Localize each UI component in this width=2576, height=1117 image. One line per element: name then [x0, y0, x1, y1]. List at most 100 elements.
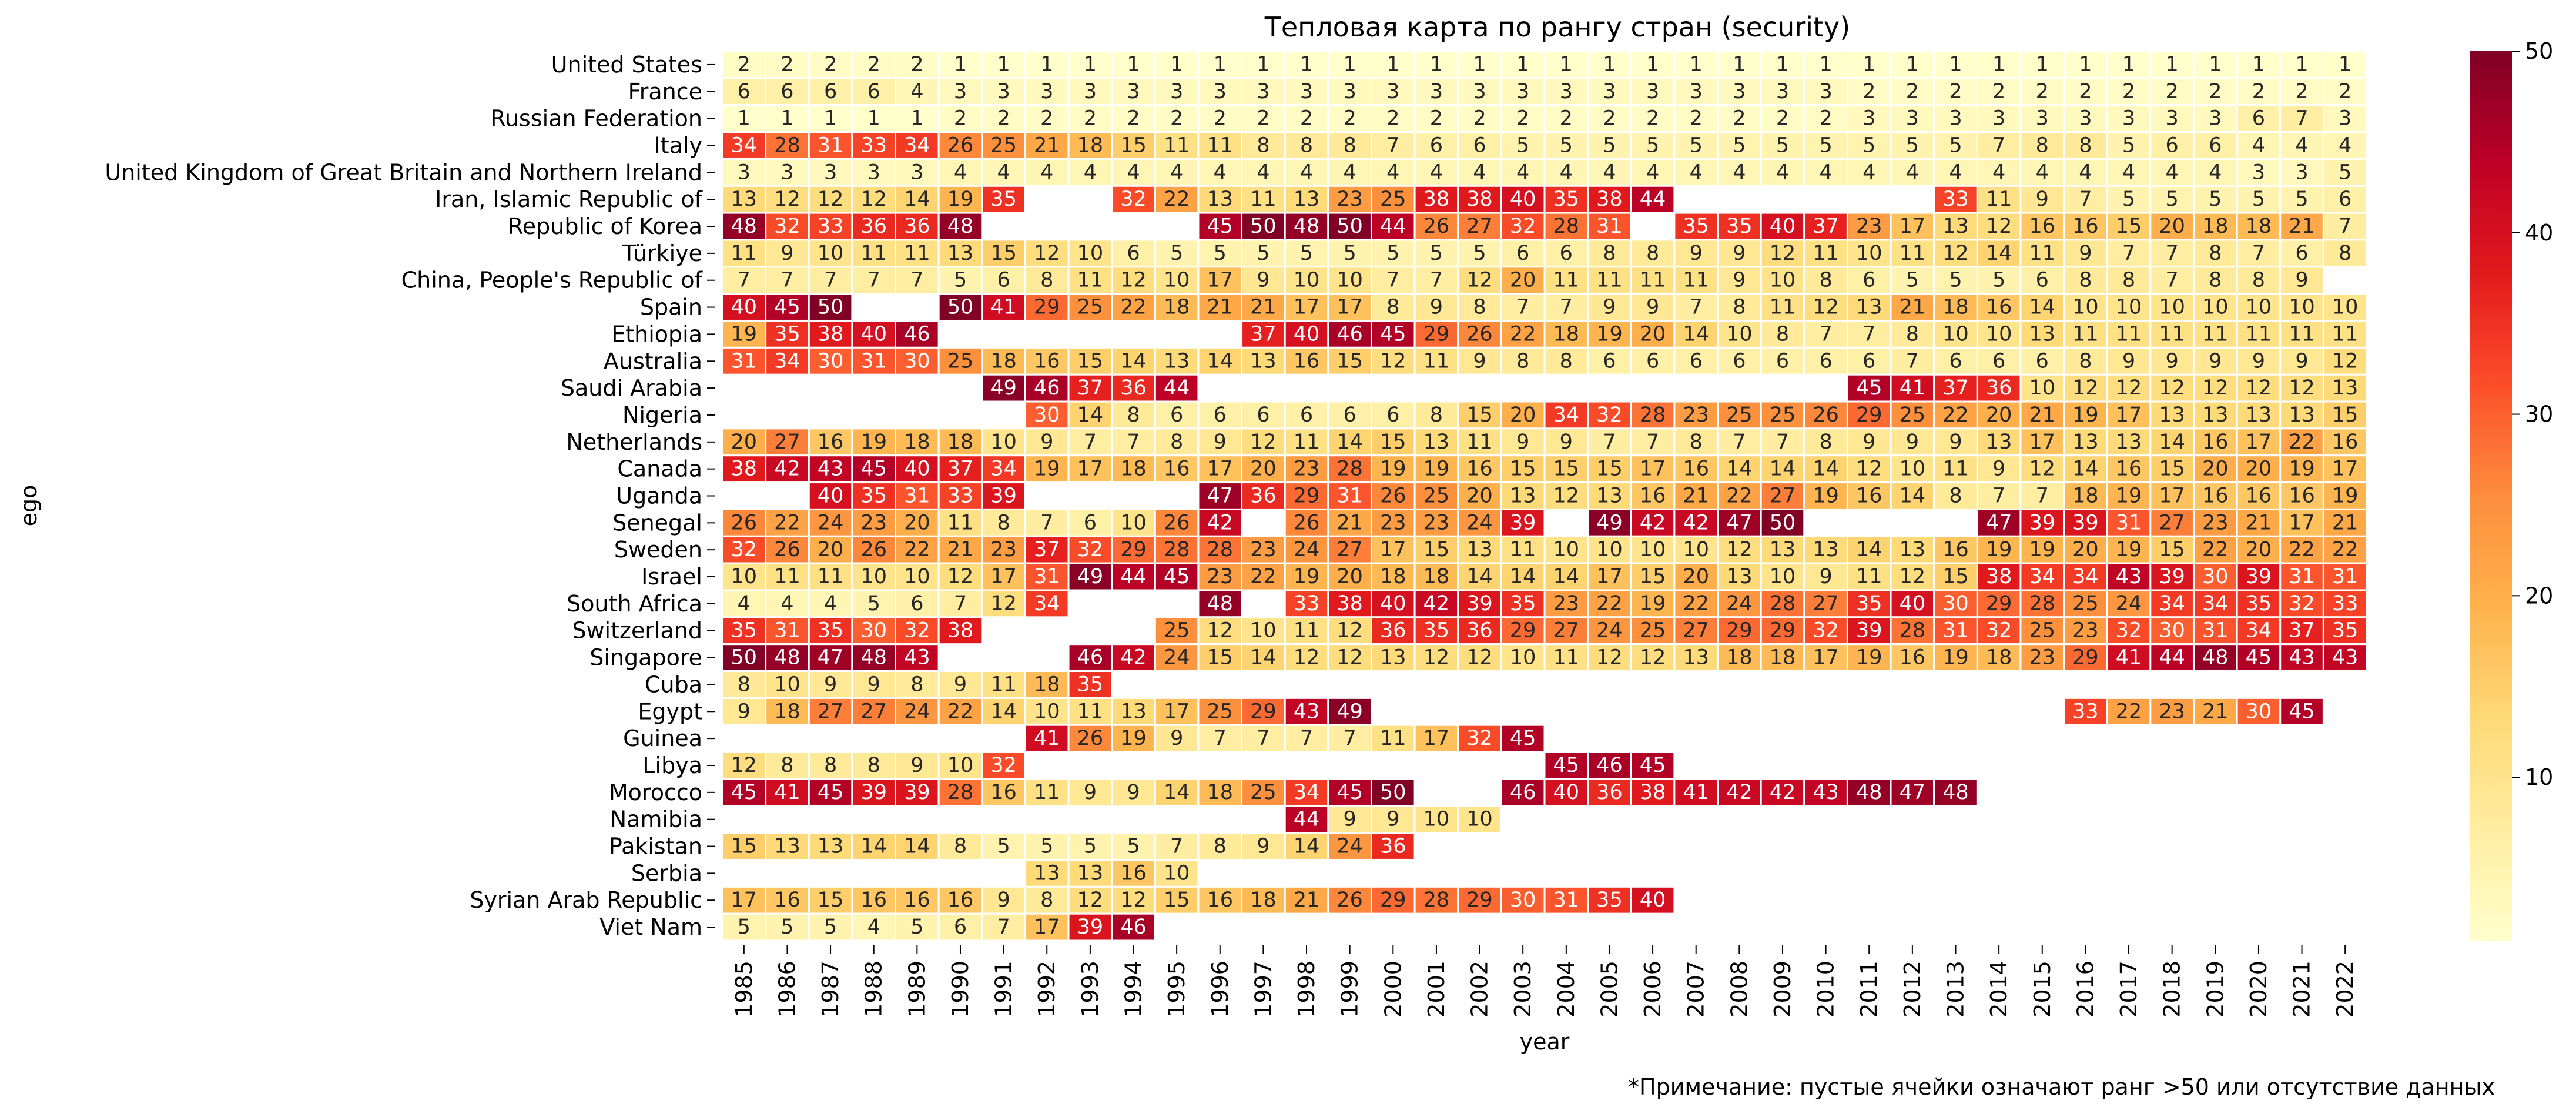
cell-value-label: 1 [2209, 53, 2222, 76]
cell-value-label: 10 [1942, 322, 1969, 346]
heatmap-cell [981, 832, 1026, 861]
heatmap-cell [2149, 616, 2195, 646]
cell-value-label: 1 [1819, 53, 1832, 76]
cell-value-label: 6 [738, 80, 751, 103]
heatmap-cell [2279, 454, 2324, 484]
cell-value-label: 10 [2029, 376, 2055, 400]
heatmap-cell [2106, 427, 2152, 457]
heatmap-cell [1630, 751, 1676, 780]
cell-value-label: 9 [1084, 781, 1097, 804]
heatmap-cell [937, 912, 983, 942]
cell-value-label: 23 [1380, 511, 1406, 534]
cell-value-label: 7 [738, 269, 751, 292]
cell-value-label: 29 [1726, 619, 1753, 643]
cell-value-label: 7 [2339, 215, 2351, 238]
cell-value-label: 19 [1986, 538, 2012, 561]
cell-value-label: 17 [1077, 457, 1104, 481]
cell-value-label: 20 [2202, 457, 2229, 481]
heatmap-cell [808, 885, 853, 915]
cell-value-label: 23 [1423, 511, 1450, 534]
cell-value-label: 12 [2029, 457, 2055, 481]
cell-value-label: 41 [774, 781, 800, 804]
cell-value-label: 2 [2122, 80, 2135, 103]
cell-value-label: 2 [867, 53, 880, 76]
cell-value-label: 9 [738, 700, 751, 723]
heatmap-cell [1630, 319, 1676, 349]
heatmap-cell [1457, 589, 1502, 618]
heatmap-cell [1327, 832, 1372, 861]
cell-value-label: 15 [2159, 457, 2185, 481]
heatmap-cell [2063, 104, 2108, 133]
heatmap-cell [1024, 293, 1070, 322]
heatmap-cell [1846, 481, 1892, 510]
cell-value-label: 1 [1733, 53, 1746, 76]
cell-value-label: 13 [1683, 646, 1709, 670]
cell-value-label: 3 [780, 160, 793, 184]
y-tick-label: Egypt [638, 698, 702, 724]
cell-value-label: 11 [1423, 349, 1450, 373]
cell-value-label: 14 [1986, 242, 2012, 265]
heatmap-cell [1413, 562, 1459, 591]
cell-value-label: 6 [1646, 349, 1659, 373]
y-tick-label: Russian Federation [490, 106, 702, 132]
heatmap-cell [1673, 50, 1719, 79]
heatmap-cell [937, 266, 983, 295]
cell-value-label: 7 [1863, 322, 1875, 346]
cell-value-label: 3 [1084, 80, 1097, 103]
heatmap-cell [1197, 885, 1243, 915]
cell-value-label: 14 [904, 835, 930, 858]
cell-value-label: 35 [818, 619, 844, 643]
cell-value-label: 8 [1776, 322, 1789, 346]
heatmap-cell [721, 131, 767, 160]
heatmap-cell [1890, 104, 1935, 133]
cell-value-label: 22 [947, 700, 974, 723]
cell-value-label: 15 [1380, 430, 1406, 454]
cell-value-label: 16 [990, 781, 1017, 804]
cell-value-label: 9 [1906, 430, 1919, 454]
y-tick-label: Türkiye [622, 240, 702, 266]
heatmap-cell [1111, 912, 1156, 942]
heatmap-cell [808, 778, 853, 807]
heatmap-cell [2236, 508, 2282, 537]
cell-value-label: 7 [954, 592, 967, 616]
x-tick-label: 2008 [1726, 961, 1752, 1018]
cell-value-label: 2 [1733, 107, 1746, 131]
heatmap-cell [765, 697, 810, 726]
heatmap-cell [721, 454, 767, 484]
heatmap-cell [1803, 400, 1848, 430]
heatmap-cell [2279, 508, 2324, 537]
cell-value-label: 28 [1640, 403, 1666, 427]
heatmap-cell [2322, 427, 2368, 457]
cell-value-label: 1 [1949, 53, 1962, 76]
cell-value-label: 11 [1510, 538, 1536, 561]
cell-value-label: 5 [1646, 133, 1659, 157]
cell-value-label: 8 [1516, 349, 1529, 373]
cell-value-label: 5 [997, 835, 1010, 858]
cell-value-label: 13 [1466, 538, 1493, 561]
heatmap-cell [1587, 346, 1632, 376]
heatmap-cell [2149, 131, 2195, 160]
cell-value-label: 40 [1380, 592, 1406, 616]
heatmap-cell [1067, 670, 1113, 699]
cell-value-label: 28 [1207, 538, 1233, 561]
cell-value-label: 6 [1214, 403, 1227, 427]
cell-value-label: 28 [774, 133, 800, 157]
heatmap-cell [1587, 104, 1632, 133]
cell-value-label: 9 [1257, 835, 1269, 858]
cell-value-label: 35 [1726, 215, 1753, 238]
y-tick-label: Uganda [616, 483, 702, 509]
cell-value-label: 5 [1084, 835, 1097, 858]
cell-value-label: 6 [1776, 349, 1789, 373]
cell-value-label: 6 [1300, 403, 1313, 427]
cell-value-label: 4 [910, 80, 923, 103]
cell-value-label: 34 [2202, 592, 2229, 616]
heatmap-cell [1587, 400, 1632, 430]
cell-value-label: 23 [1856, 215, 1882, 238]
heatmap-cell [1933, 131, 1978, 160]
cell-value-label: 3 [1214, 80, 1227, 103]
heatmap-cell [1760, 212, 1805, 241]
cell-value-label: 16 [1034, 349, 1060, 373]
cell-value-label: 13 [1164, 349, 1190, 373]
cell-value-label: 29 [1986, 592, 2012, 616]
